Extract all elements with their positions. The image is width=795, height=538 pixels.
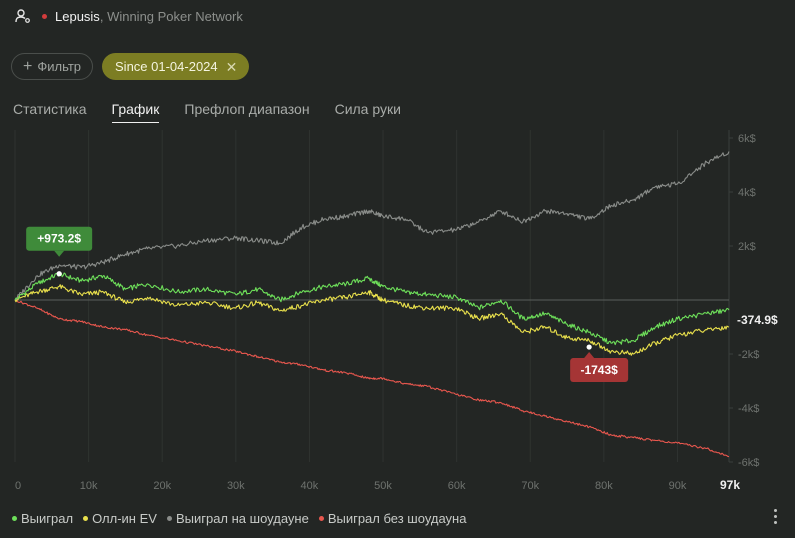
- legend-marker: [12, 516, 17, 521]
- legend-label: Выиграл без шоудауна: [327, 511, 467, 526]
- status-dot: [42, 13, 47, 19]
- y-tick-label: -4k$: [738, 403, 759, 415]
- legend-label: Выиграл на шоудауне: [175, 511, 309, 526]
- annotation-dot: [56, 271, 62, 277]
- user-settings-icon[interactable]: [14, 7, 32, 25]
- tab-hand-strength[interactable]: Сила руки: [334, 101, 401, 117]
- more-vertical-icon[interactable]: [771, 507, 779, 525]
- date-filter-chip[interactable]: Since 01-04-2024 ✕: [102, 53, 250, 80]
- date-filter-label: Since 01-04-2024: [115, 59, 218, 74]
- legend-item-won[interactable]: Выиграл: [12, 511, 73, 526]
- x-tick-label: 0: [15, 480, 21, 492]
- tab-bar: Статистика График Префлоп диапазон Сила …: [13, 101, 401, 123]
- legend-item-showdown[interactable]: Выиграл на шоудауне: [166, 511, 309, 526]
- results-graph[interactable]: 0 10k 20k 30k 40k 50k 60k 70k 80k 90k 97k 6k$ 4k$ 2k$…: [0, 130, 795, 500]
- annotation-dot: [586, 344, 592, 350]
- player-header: Lepusis, Winning Poker Network: [14, 6, 243, 26]
- plus-icon: +: [23, 57, 33, 75]
- x-tick-label: 70k: [521, 480, 539, 492]
- series-line-3: [14, 299, 730, 458]
- series-line-1: [14, 284, 730, 356]
- x-tick-label: 90k: [669, 480, 687, 492]
- x-end-label: 97k: [720, 478, 740, 492]
- x-tick-label: 40k: [301, 480, 319, 492]
- legend-label: Олл-ин EV: [92, 511, 157, 526]
- network-name: Winning Poker Network: [107, 8, 243, 24]
- annotation-pointer: [54, 250, 65, 257]
- x-tick-label: 10k: [80, 480, 98, 492]
- y-tick-label: 4k$: [738, 187, 756, 199]
- player-name[interactable]: Lepusis: [55, 8, 100, 24]
- y-tick-label: -2k$: [738, 349, 759, 361]
- legend-item-allin-ev[interactable]: Олл-ин EV: [83, 511, 157, 526]
- legend-marker: [166, 516, 172, 521]
- annotation-label: -1743$: [580, 363, 618, 377]
- chart-legend: Выиграл Олл-ин EV Выиграл на шоудауне Вы…: [12, 511, 466, 526]
- series-line-2: [14, 151, 730, 301]
- add-filter-label: Фильтр: [37, 59, 82, 74]
- close-icon[interactable]: ✕: [225, 58, 238, 75]
- y-tick-label: 2k$: [738, 241, 756, 253]
- tab-preflop-range[interactable]: Префлоп диапазон: [184, 101, 310, 117]
- y-tick-label: 6k$: [738, 133, 756, 145]
- add-filter-button[interactable]: + Фильтр: [11, 53, 94, 80]
- tab-graph[interactable]: График: [111, 101, 160, 123]
- annotation-box: [570, 358, 629, 383]
- max-annotation: +973.2$: [26, 226, 93, 277]
- legend-label: Выиграл: [21, 511, 74, 526]
- legend-item-non-showdown[interactable]: Выиграл без шоудауна: [318, 511, 467, 526]
- y-tick-label: -6k$: [738, 457, 759, 469]
- annotation-pointer: [584, 352, 595, 359]
- filter-bar: + Фильтр Since 01-04-2024 ✕: [11, 53, 250, 80]
- series-line-0: [14, 272, 730, 346]
- x-tick-label: 80k: [595, 480, 613, 492]
- annotation-box: [26, 226, 93, 251]
- current-value-label: -374.9$: [737, 313, 778, 327]
- x-tick-label: 60k: [448, 480, 466, 492]
- x-tick-label: 20k: [153, 480, 171, 492]
- x-tick-label: 30k: [227, 480, 245, 492]
- x-tick-label: 50k: [374, 480, 392, 492]
- legend-marker: [83, 516, 89, 521]
- annotation-label: +973.2$: [37, 232, 81, 246]
- legend-marker: [318, 516, 324, 521]
- tab-statistics[interactable]: Статистика: [13, 101, 87, 117]
- name-separator: ,: [99, 8, 104, 24]
- min-annotation: -1743$: [570, 344, 629, 383]
